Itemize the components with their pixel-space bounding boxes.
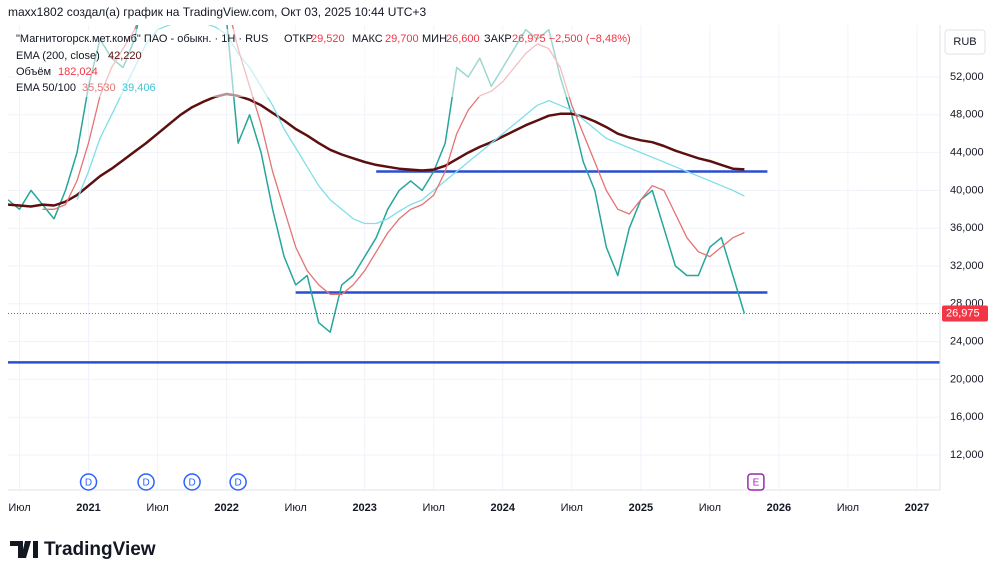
- x-tick-label: 2025: [629, 502, 653, 514]
- y-tick-label: 36,000: [950, 222, 984, 234]
- event-label: D: [235, 478, 242, 489]
- y-tick-label: 48,000: [950, 109, 984, 121]
- x-tick-label: Июл: [423, 502, 445, 514]
- y-tick-label: 16,000: [950, 411, 984, 423]
- logo-text[interactable]: TradingView: [44, 539, 156, 560]
- legend-value: 35,530: [82, 82, 116, 94]
- legend-label: ЗАКР: [484, 33, 512, 45]
- x-tick-label: 2021: [76, 502, 100, 514]
- x-tick-label: 2022: [214, 502, 238, 514]
- x-tick-label: 2026: [767, 502, 791, 514]
- legend-label: ОТКР: [284, 33, 313, 45]
- legend-label: Объём: [16, 66, 51, 78]
- x-tick-label: Июл: [284, 502, 306, 514]
- plot-area: [8, 25, 940, 364]
- event-marker: [229, 473, 247, 491]
- event-label: D: [85, 478, 92, 489]
- header: maxx1802 создал(а) график на TradingView…: [8, 5, 426, 19]
- y-tick-label: 52,000: [950, 71, 984, 83]
- legend-value: 29,520: [311, 33, 345, 45]
- series-line: [76, 25, 745, 225]
- x-tick-label: Июл: [146, 502, 168, 514]
- x-tick-label: 2023: [352, 502, 376, 514]
- series-line: [42, 25, 745, 296]
- series-line: [8, 92, 745, 208]
- y-tick-label: 32,000: [950, 260, 984, 272]
- legend-bg: [12, 29, 632, 97]
- legend-value: 26,975 −2,500 (−8,48%): [512, 33, 631, 45]
- last-price-box: [942, 305, 988, 322]
- event-label: E: [753, 478, 760, 489]
- last-price-label: 26,975: [946, 307, 980, 319]
- legend-label: EMA 50/100: [16, 82, 76, 94]
- x-tick-label: Июл: [561, 502, 583, 514]
- x-tick-label: 2024: [491, 502, 516, 514]
- legend-symbol: "Магнитогорск.мет.комб" ПАО - обыкн. · 1…: [16, 33, 268, 45]
- legend-label: МИН: [422, 33, 447, 45]
- footer-logo[interactable]: TradingView: [10, 539, 156, 560]
- legend-value: 42,220: [108, 50, 142, 62]
- x-tick-label: Июл: [8, 502, 30, 514]
- y-tick-label: 40,000: [950, 184, 984, 196]
- legend-value: 39,406: [122, 82, 156, 94]
- y-tick-label: 12,000: [950, 449, 984, 461]
- x-tick-label: Июл: [837, 502, 859, 514]
- axes: 12,00016,00020,00024,00028,00032,00036,0…: [8, 71, 988, 514]
- logo-mark: [10, 541, 38, 558]
- x-tick-label: 2027: [905, 502, 929, 514]
- legend-value: 26,600: [446, 33, 480, 45]
- event-marker: [747, 473, 765, 491]
- legend-label: EMA (200, close): [16, 50, 100, 62]
- legend-label: МАКС: [352, 33, 383, 45]
- y-tick-label: 20,000: [950, 373, 984, 385]
- currency-box[interactable]: [944, 29, 986, 55]
- event-marker: [137, 473, 155, 491]
- currency[interactable]: RUB: [953, 36, 976, 48]
- y-tick-label: 44,000: [950, 146, 984, 158]
- legend-value: 182,024: [58, 66, 98, 78]
- legend-value: 29,700: [385, 33, 419, 45]
- x-tick-label: Июл: [699, 502, 721, 514]
- y-tick-label: 24,000: [950, 336, 984, 348]
- event-marker: [79, 473, 98, 491]
- event-label: D: [142, 478, 149, 489]
- event-label: D: [188, 478, 195, 489]
- event-marker: [183, 473, 201, 491]
- legend: "Магнитогорск.мет.комб" ПАО - обыкн. · 1…: [12, 29, 632, 97]
